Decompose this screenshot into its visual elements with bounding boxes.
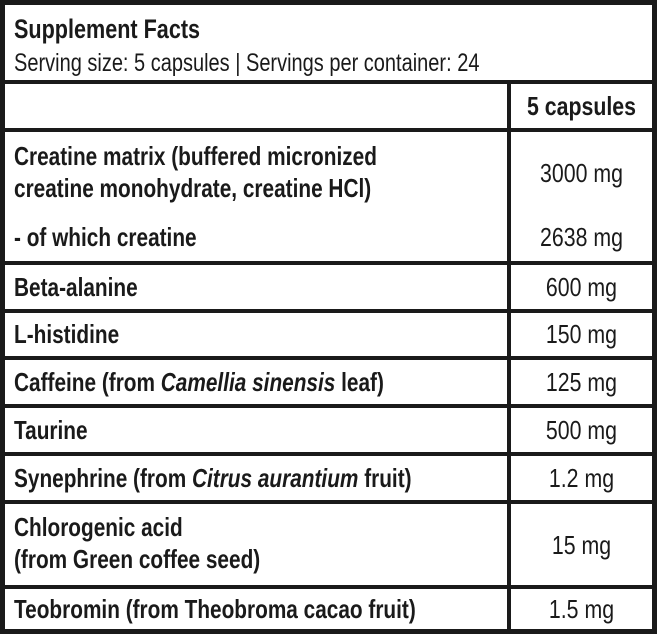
ingredient-amount: 3000 mg — [540, 158, 623, 188]
ingredient-amount: 600 mg — [545, 272, 618, 302]
ingredient-amount: 500 mg — [545, 415, 618, 445]
ingredient-name: Synephrine (from Citrus aurantium fruit) — [14, 463, 412, 493]
ingredient-name: Beta-alanine — [14, 272, 138, 302]
sub-ingredient-amount: 2638 mg — [540, 222, 623, 252]
table-row: Synephrine (from Citrus aurantium fruit)… — [5, 456, 652, 500]
table-row: Beta-alanine 600 mg — [5, 265, 652, 309]
table-title: Supplement Facts — [14, 14, 201, 44]
table-row: Creatine matrix (buffered micronized cre… — [5, 132, 652, 261]
ingredient-name: L-histidine — [14, 319, 120, 349]
ingredient-name: (from Green coffee seed) — [14, 544, 261, 574]
ingredient-name: Taurine — [14, 415, 88, 445]
serving-info: Serving size: 5 capsules | Servings per … — [14, 49, 480, 77]
ingredient-name: Teobromin (from Theobroma cacao fruit) — [14, 594, 416, 624]
botanical-name: Citrus aurantium — [191, 463, 359, 493]
sub-ingredient-name: - of which creatine — [14, 222, 197, 252]
ingredient-amount: 15 mg — [551, 530, 612, 560]
ingredient-amount: 1.2 mg — [548, 463, 615, 493]
column-header: 5 capsules — [526, 91, 637, 121]
table-header: Supplement Facts Serving size: 5 capsule… — [5, 5, 652, 80]
ingredient-name: creatine monohydrate, creatine HCl) — [14, 173, 372, 203]
botanical-name: Camellia sinensis — [160, 367, 336, 397]
ingredient-amount: 150 mg — [545, 319, 618, 349]
table-row: Chlorogenic acid (from Green coffee seed… — [5, 504, 652, 585]
table-row: Caffeine (from Camellia sinensis leaf) 1… — [5, 360, 652, 404]
ingredient-name: Creatine matrix (buffered micronized — [14, 141, 377, 171]
ingredient-amount: 1.5 mg — [548, 594, 615, 624]
table-row: Taurine 500 mg — [5, 408, 652, 452]
ingredient-amount: 125 mg — [545, 367, 618, 397]
ingredient-name: Chlorogenic acid — [14, 512, 183, 542]
ingredient-name: Caffeine (from Camellia sinensis leaf) — [14, 367, 384, 397]
table-row: L-histidine 150 mg — [5, 313, 652, 356]
column-header-row: 5 capsules — [5, 84, 652, 128]
table-row: Teobromin (from Theobroma cacao fruit) 1… — [5, 589, 652, 629]
